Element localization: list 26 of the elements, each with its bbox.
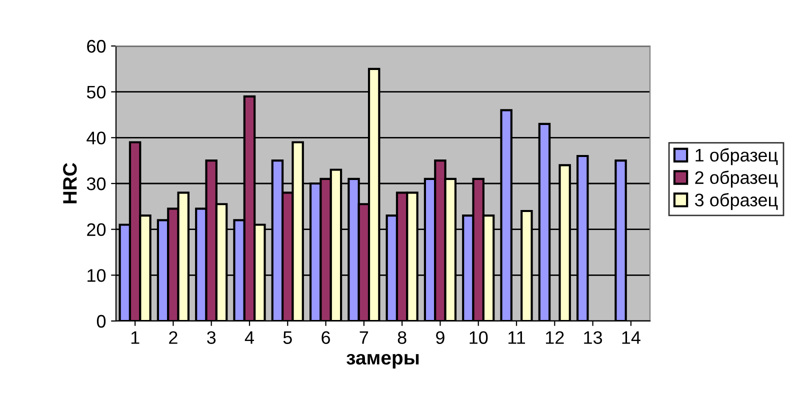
y-tick-label: 60 [87,40,106,53]
x-tick-label: 13 [584,331,602,344]
y-tick-label: 20 [87,223,106,236]
x-tick-label: 12 [546,331,564,344]
x-tick-label: 6 [322,331,330,344]
legend-label: 1 образец [696,148,778,166]
y-axis-title: HRC [63,162,77,204]
y-tick-label: 50 [86,86,106,99]
x-tick-label: 10 [470,331,488,344]
y-tick-label: 10 [88,269,106,282]
x-tick-label: 4 [244,331,254,344]
y-tick-label: 0 [96,314,106,328]
y-tick-label: 30 [86,177,106,190]
x-tick-label: 5 [283,331,292,344]
x-tick-label: 2 [169,331,178,344]
legend-label: 2 образец [695,170,778,188]
y-tick-label: 40 [86,132,106,144]
x-tick-label: 8 [398,331,406,344]
x-axis-title: замеры [346,354,419,368]
x-tick-label: 11 [508,331,525,344]
x-tick-label: 3 [207,331,216,344]
legend-label: 3 образец [694,192,778,210]
x-tick-label: 7 [360,331,368,344]
x-tick-label: 1 [131,331,140,344]
x-tick-label: 14 [622,331,640,344]
x-tick-label: 9 [436,331,444,344]
